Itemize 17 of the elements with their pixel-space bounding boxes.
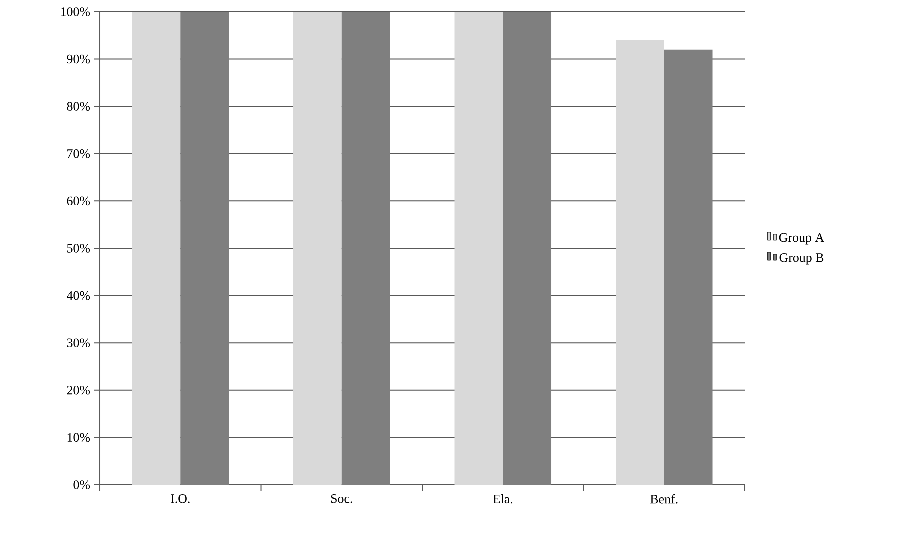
y-tick-label: 80%	[67, 102, 90, 111]
legend-label: Group B	[780, 253, 824, 265]
y-tick-label: 10%	[68, 433, 90, 442]
x-tick-label: Ela.	[493, 494, 513, 504]
y-tick-label: 60%	[67, 196, 90, 206]
y-tick-label: 40%	[67, 291, 90, 300]
x-tick-label: I.O.	[171, 494, 190, 504]
y-tick-label: 90%	[67, 54, 90, 64]
y-tick-label: 0%	[74, 480, 90, 490]
y-tick-label: 50%	[68, 244, 90, 253]
legend-label: Group A	[779, 233, 824, 245]
x-tick-label: Soc.	[331, 494, 352, 504]
y-tick-label: 70%	[68, 149, 90, 158]
x-tick-label: Benf.	[650, 494, 678, 504]
y-tick-label: 20%	[67, 386, 90, 395]
y-tick-label: 100%	[61, 8, 90, 16]
y-tick-label: 30%	[67, 338, 90, 348]
